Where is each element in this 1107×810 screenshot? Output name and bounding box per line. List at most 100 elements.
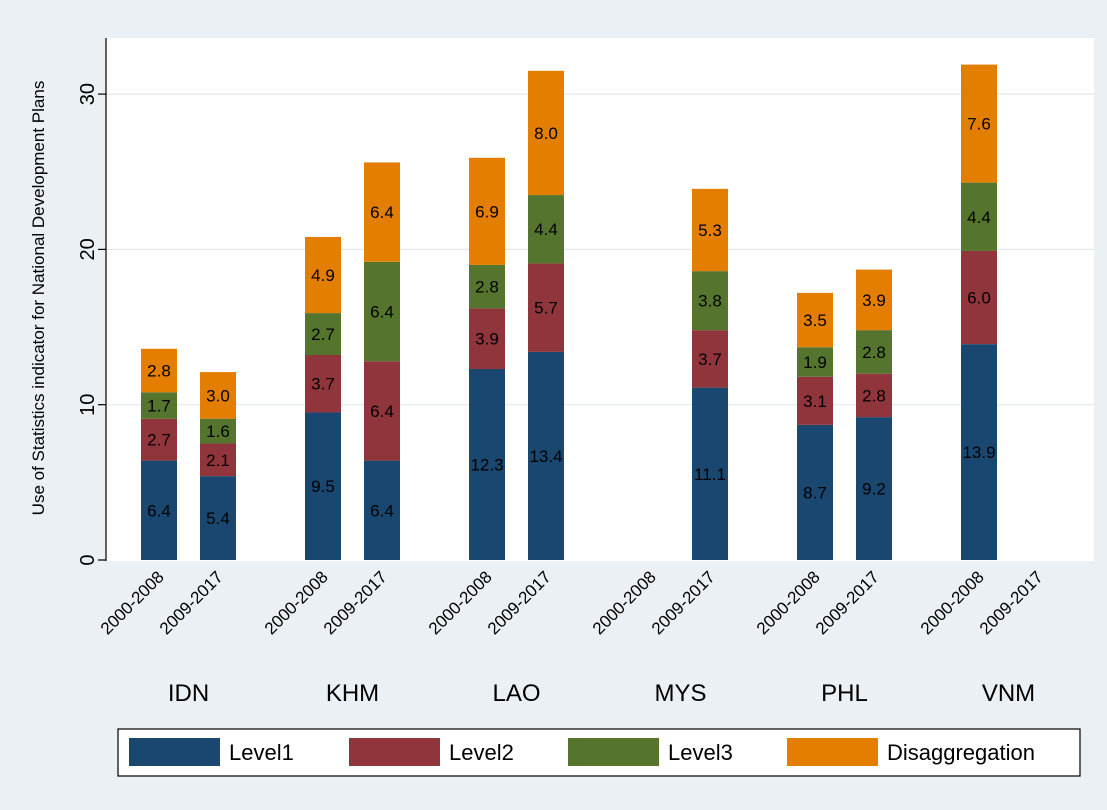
- x-group-label: LAO: [492, 680, 540, 707]
- bar-segment: [856, 269, 892, 331]
- bar-segment: [200, 443, 236, 477]
- bar-segment: [961, 64, 997, 183]
- data-label: 6.0: [967, 289, 991, 308]
- data-label: 2.7: [311, 325, 335, 344]
- legend-swatch: [129, 738, 220, 766]
- legend: Level1 Level2 Level3 Disaggregation: [117, 728, 1081, 777]
- legend-label: Level1: [229, 740, 294, 765]
- bar-segment: [141, 460, 177, 560]
- bar-segment: [200, 418, 236, 444]
- data-label: 13.4: [529, 447, 562, 466]
- y-axis-label: Use of Statistics indicator for National…: [29, 81, 48, 516]
- data-label: 2.8: [147, 362, 171, 381]
- data-label: 2.7: [147, 431, 171, 450]
- data-label: 3.5: [803, 311, 827, 330]
- bars: [141, 64, 997, 560]
- data-label: 1.6: [206, 422, 230, 441]
- data-label: 7.6: [967, 115, 991, 134]
- bar-segment: [692, 271, 728, 331]
- data-label: 12.3: [470, 455, 503, 474]
- bar-segment: [469, 368, 505, 560]
- bar-segment: [528, 70, 564, 196]
- bar-segment: [692, 387, 728, 560]
- bar-segment: [856, 330, 892, 374]
- bar-segment: [856, 373, 892, 418]
- bar-segment: [797, 424, 833, 560]
- data-label: 4.4: [534, 220, 558, 239]
- legend-box: [117, 728, 1081, 777]
- data-label: 13.9: [962, 443, 995, 462]
- data-label: 3.8: [698, 292, 722, 311]
- bar-segment: [528, 351, 564, 560]
- bar-segment: [692, 188, 728, 272]
- bar-segment: [961, 344, 997, 560]
- data-label: 1.7: [147, 396, 171, 415]
- bar-segment: [961, 182, 997, 251]
- bar-segment: [797, 376, 833, 425]
- data-label: 3.7: [698, 350, 722, 369]
- data-label: 6.4: [370, 501, 394, 520]
- data-label: 2.8: [862, 386, 886, 405]
- data-label: 2.1: [206, 451, 230, 470]
- data-label: 5.3: [698, 221, 722, 240]
- bar-segment: [364, 261, 400, 362]
- legend-swatch: [349, 738, 440, 766]
- data-label: 2.8: [475, 278, 499, 297]
- data-label: 3.1: [803, 392, 827, 411]
- data-label: 3.9: [475, 330, 499, 349]
- bar-segment: [469, 264, 505, 309]
- data-label: 6.4: [370, 203, 394, 222]
- x-group-label: IDN: [168, 680, 209, 707]
- bar-segment: [528, 263, 564, 352]
- data-label: 6.4: [370, 303, 394, 322]
- x-group-label: VNM: [982, 680, 1035, 707]
- y-tick-label: 10: [77, 394, 99, 416]
- bar-segment: [961, 250, 997, 345]
- bar-segment: [200, 476, 236, 560]
- data-label: 9.5: [311, 477, 335, 496]
- legend-swatch: [787, 738, 878, 766]
- data-label: 11.1: [694, 465, 726, 484]
- bar-segment: [305, 412, 341, 560]
- bar-segment: [200, 372, 236, 419]
- data-label: 6.9: [475, 202, 499, 221]
- legend-swatch: [568, 738, 659, 766]
- bar-segment: [305, 236, 341, 314]
- bar-segment: [797, 292, 833, 348]
- data-label: 4.4: [967, 208, 991, 227]
- y-axis: 0 10 20 30: [77, 83, 106, 566]
- x-group-label: MYS: [654, 680, 706, 707]
- legend-label: Level2: [449, 740, 514, 765]
- data-label: 1.9: [803, 353, 827, 372]
- bar-segment: [528, 195, 564, 264]
- bar-segment: [141, 418, 177, 461]
- legend-label: Disaggregation: [887, 740, 1035, 765]
- bar-segment: [797, 347, 833, 377]
- data-label: 3.9: [862, 291, 886, 310]
- data-label: 2.8: [862, 343, 886, 362]
- x-group-label: PHL: [821, 680, 868, 707]
- bar-segment: [364, 460, 400, 560]
- data-label: 4.9: [311, 266, 335, 285]
- legend-label: Level3: [668, 740, 733, 765]
- data-label: 3.0: [206, 386, 230, 405]
- bar-segment: [692, 330, 728, 388]
- bar-segment: [305, 355, 341, 413]
- bar-segment: [469, 157, 505, 265]
- data-label: 9.2: [862, 480, 886, 499]
- bar-segment: [856, 417, 892, 560]
- data-label: 6.4: [147, 501, 171, 520]
- plot-area: [106, 38, 1094, 561]
- x-group-label: KHM: [326, 680, 379, 707]
- data-label: 8.0: [534, 124, 558, 143]
- data-label: 3.7: [311, 375, 335, 394]
- data-label: 5.4: [206, 509, 230, 528]
- data-label: 6.4: [370, 402, 394, 421]
- data-labels: 6.4 2.7 1.7 2.8 5.4 2.1 1.6 3.0 9.5 3.7 2.7 4.9 6.4 6…: [147, 115, 995, 528]
- data-label: 5.7: [534, 299, 558, 318]
- bar-segment: [469, 308, 505, 369]
- bar-segment: [141, 348, 177, 393]
- y-tick-label: 0: [77, 554, 99, 565]
- bar-segment: [364, 162, 400, 262]
